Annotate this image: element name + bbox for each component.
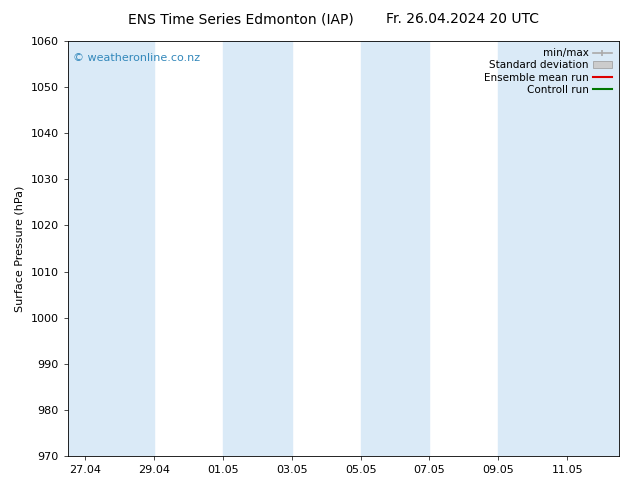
- Text: © weatheronline.co.nz: © weatheronline.co.nz: [73, 53, 200, 64]
- Bar: [498, 41, 619, 456]
- Text: ENS Time Series Edmonton (IAP): ENS Time Series Edmonton (IAP): [128, 12, 354, 26]
- Legend: min/max, Standard deviation, Ensemble mean run, Controll run: min/max, Standard deviation, Ensemble me…: [482, 46, 614, 97]
- Bar: [68, 41, 154, 456]
- Bar: [361, 41, 429, 456]
- Bar: [223, 41, 292, 456]
- Y-axis label: Surface Pressure (hPa): Surface Pressure (hPa): [15, 185, 25, 312]
- Text: Fr. 26.04.2024 20 UTC: Fr. 26.04.2024 20 UTC: [386, 12, 540, 26]
